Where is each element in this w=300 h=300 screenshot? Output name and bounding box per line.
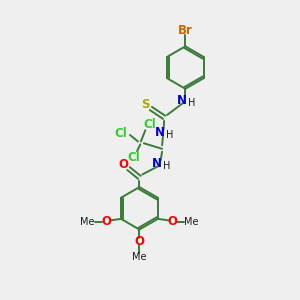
Text: Me: Me [80, 217, 95, 227]
Text: H: H [188, 98, 196, 108]
Text: H: H [164, 161, 171, 171]
Text: Cl: Cl [127, 151, 140, 164]
Text: N: N [155, 126, 165, 140]
Text: Cl: Cl [143, 118, 156, 131]
Text: N: N [177, 94, 187, 107]
Text: Me: Me [132, 252, 147, 262]
Text: Me: Me [184, 217, 199, 227]
Text: Cl: Cl [114, 127, 127, 140]
Text: Br: Br [178, 24, 193, 37]
Text: O: O [167, 215, 178, 228]
Text: O: O [119, 158, 129, 171]
Text: N: N [152, 157, 162, 170]
Text: H: H [166, 130, 174, 140]
Text: S: S [141, 98, 150, 111]
Text: O: O [101, 215, 111, 228]
Text: O: O [134, 235, 144, 248]
